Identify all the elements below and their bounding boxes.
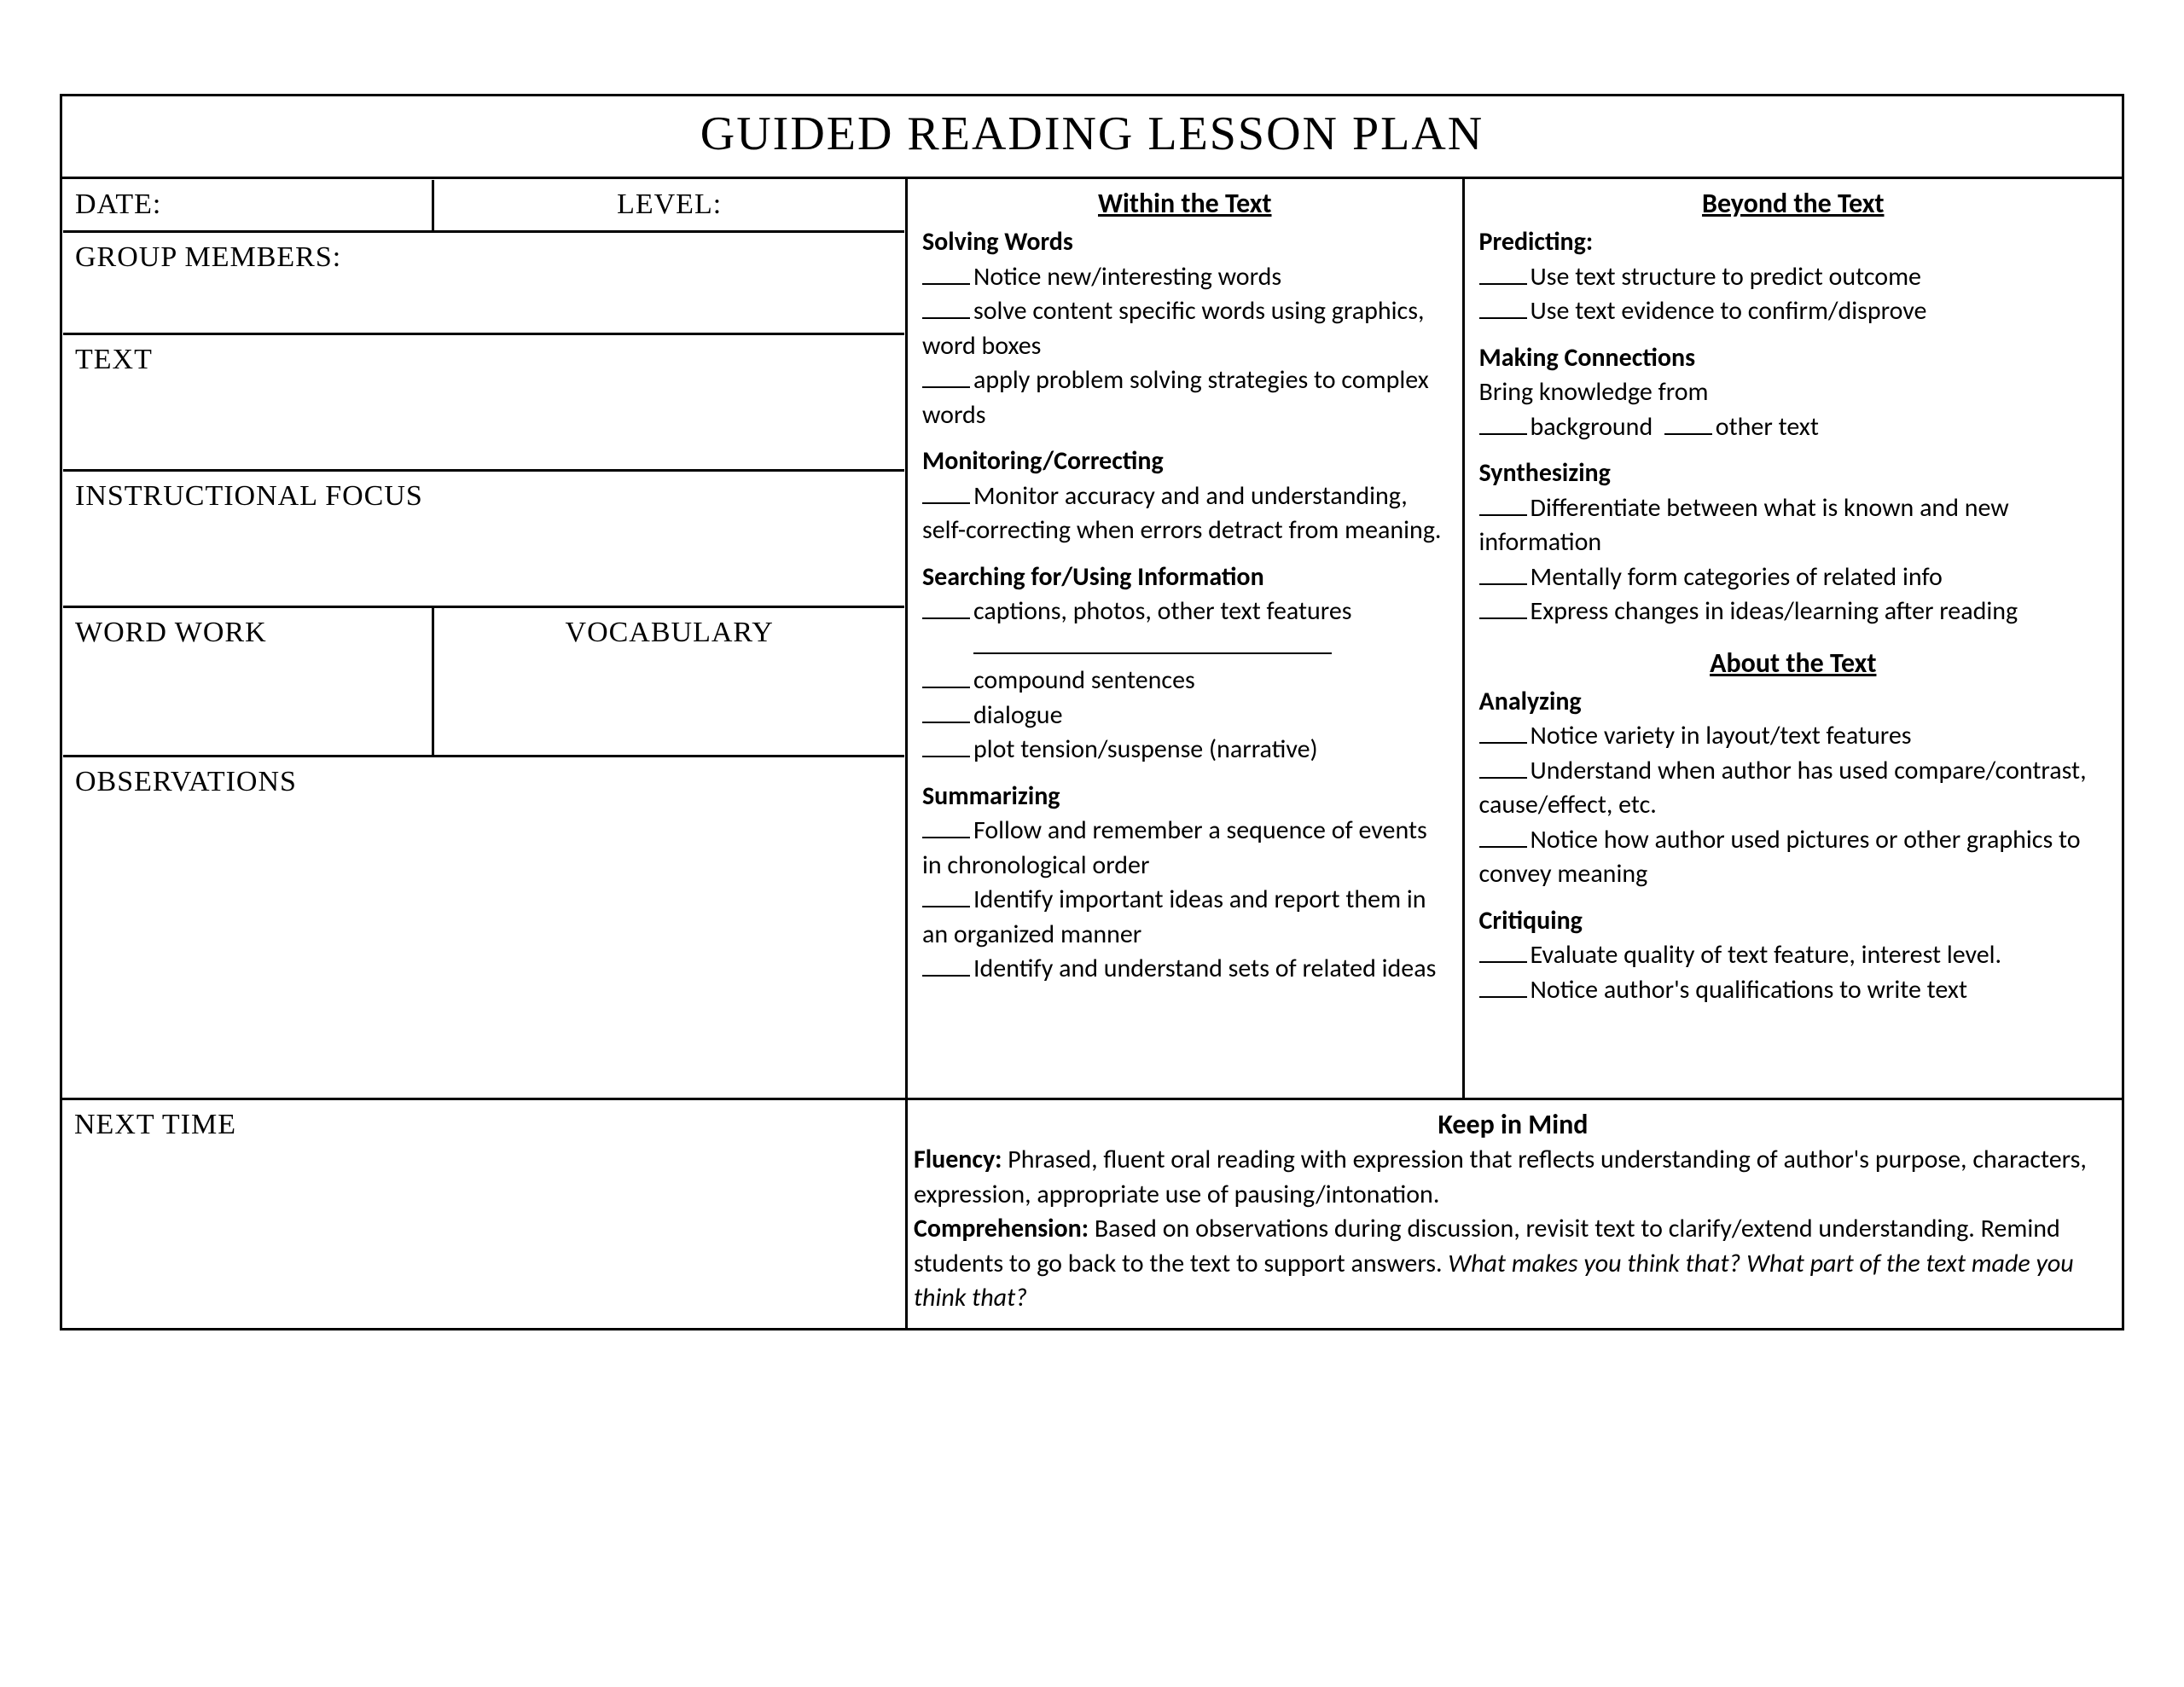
checkbox-blank[interactable] (922, 815, 970, 838)
group-label: GROUP MEMBERS: (75, 241, 341, 273)
fluency-text: Phrased, fluent oral reading with expres… (914, 1144, 2087, 1210)
checkbox-blank[interactable] (922, 296, 970, 319)
checkbox-blank[interactable] (922, 734, 970, 757)
within-header: Within the Text (922, 185, 1448, 222)
sum-2: Identify important ideas and report them… (922, 884, 1426, 950)
keep-header: Keep in Mind (914, 1106, 2112, 1143)
solving-hd: Solving Words (922, 225, 1448, 260)
about-header: About the Text (1479, 645, 2107, 681)
search-3: dialogue (973, 699, 1063, 731)
page-title: GUIDED READING LESSON PLAN (61, 96, 2123, 178)
checkbox-blank[interactable] (1479, 721, 1527, 744)
pred-1: Use text structure to predict outcome (1531, 261, 1921, 293)
checkbox-blank[interactable] (1479, 493, 1527, 516)
fluency-hd: Fluency: (914, 1144, 1002, 1175)
focus-label: INSTRUCTIONAL FOCUS (75, 480, 423, 512)
search-hd: Searching for/Using Information (922, 560, 1448, 595)
solving-3: apply problem solving strategies to comp… (922, 364, 1429, 431)
checkbox-blank[interactable] (1479, 296, 1527, 319)
sum-1: Follow and remember a sequence of events… (922, 815, 1427, 881)
syn-3: Express changes in ideas/learning after … (1531, 595, 2018, 627)
beyond-header: Beyond the Text (1479, 185, 2107, 222)
ana-hd: Analyzing (1479, 685, 2107, 720)
crit-hd: Critiquing (1479, 904, 2107, 939)
write-in-blank[interactable] (973, 631, 1332, 654)
checkbox-blank[interactable] (922, 884, 970, 907)
conn-line: Bring knowledge from (1479, 375, 2107, 410)
monitor-1: Monitor accuracy and and understanding, … (922, 480, 1442, 547)
pred-hd: Predicting: (1479, 225, 2107, 260)
checkbox-blank[interactable] (1479, 412, 1527, 435)
search-1: captions, photos, other text features (973, 595, 1352, 627)
solving-2: solve content specific words using graph… (922, 295, 1424, 362)
checkbox-blank[interactable] (1479, 825, 1527, 848)
checkbox-blank[interactable] (922, 365, 970, 388)
obs-label: OBSERVATIONS (75, 766, 297, 797)
checkbox-blank[interactable] (922, 596, 970, 619)
checkbox-blank[interactable] (922, 700, 970, 723)
checkbox-blank[interactable] (922, 665, 970, 688)
ana-3: Notice how author used pictures or other… (1479, 824, 2081, 890)
text-label: TEXT (75, 344, 153, 375)
lesson-plan-table: GUIDED READING LESSON PLAN DATE: LEVEL: … (60, 94, 2124, 1330)
ana-1: Notice variety in layout/text features (1531, 720, 1912, 751)
checkbox-blank[interactable] (1664, 412, 1712, 435)
checkbox-blank[interactable] (1479, 975, 1527, 998)
next-label: NEXT TIME (74, 1109, 236, 1140)
checkbox-blank[interactable] (1479, 562, 1527, 585)
wordwork-label: WORD WORK (75, 617, 267, 648)
conn-b: other text (1716, 411, 1819, 443)
beyond-panel: Beyond the Text Predicting: Use text str… (1463, 178, 2123, 1099)
syn-2: Mentally form categories of related info (1531, 561, 1943, 593)
left-panel: DATE: LEVEL: GROUP MEMBERS: TEXT INSTRUC… (61, 178, 907, 1099)
checkbox-blank[interactable] (1479, 940, 1527, 963)
within-panel: Within the Text Solving Words Notice new… (906, 178, 1463, 1099)
date-label: DATE: (75, 188, 161, 220)
conn-a: background (1531, 411, 1653, 443)
vocab-label: VOCABULARY (566, 617, 774, 648)
crit-2: Notice author's qualifications to write … (1531, 974, 1967, 1006)
comp-hd: Comprehension: (914, 1213, 1089, 1244)
checkbox-blank[interactable] (1479, 596, 1527, 619)
search-4: plot tension/suspense (narrative) (973, 733, 1318, 765)
checkbox-blank[interactable] (922, 481, 970, 504)
checkbox-blank[interactable] (922, 954, 970, 977)
checkbox-blank[interactable] (1479, 756, 1527, 779)
crit-1: Evaluate quality of text feature, intere… (1531, 939, 2002, 971)
search-2: compound sentences (973, 664, 1195, 696)
sum-hd: Summarizing (922, 780, 1448, 815)
pred-2: Use text evidence to confirm/disprove (1531, 295, 1927, 327)
solving-1: Notice new/interesting words (973, 261, 1281, 293)
sum-3: Identify and understand sets of related … (973, 953, 1436, 984)
checkbox-blank[interactable] (1479, 262, 1527, 285)
monitor-hd: Monitoring/Correcting (922, 444, 1448, 479)
level-label: LEVEL: (617, 188, 722, 220)
ana-2: Understand when author has used compare/… (1479, 755, 2087, 821)
syn-1: Differentiate between what is known and … (1479, 492, 2009, 559)
syn-hd: Synthesizing (1479, 456, 2107, 491)
conn-hd: Making Connections (1479, 341, 2107, 376)
checkbox-blank[interactable] (922, 262, 970, 285)
